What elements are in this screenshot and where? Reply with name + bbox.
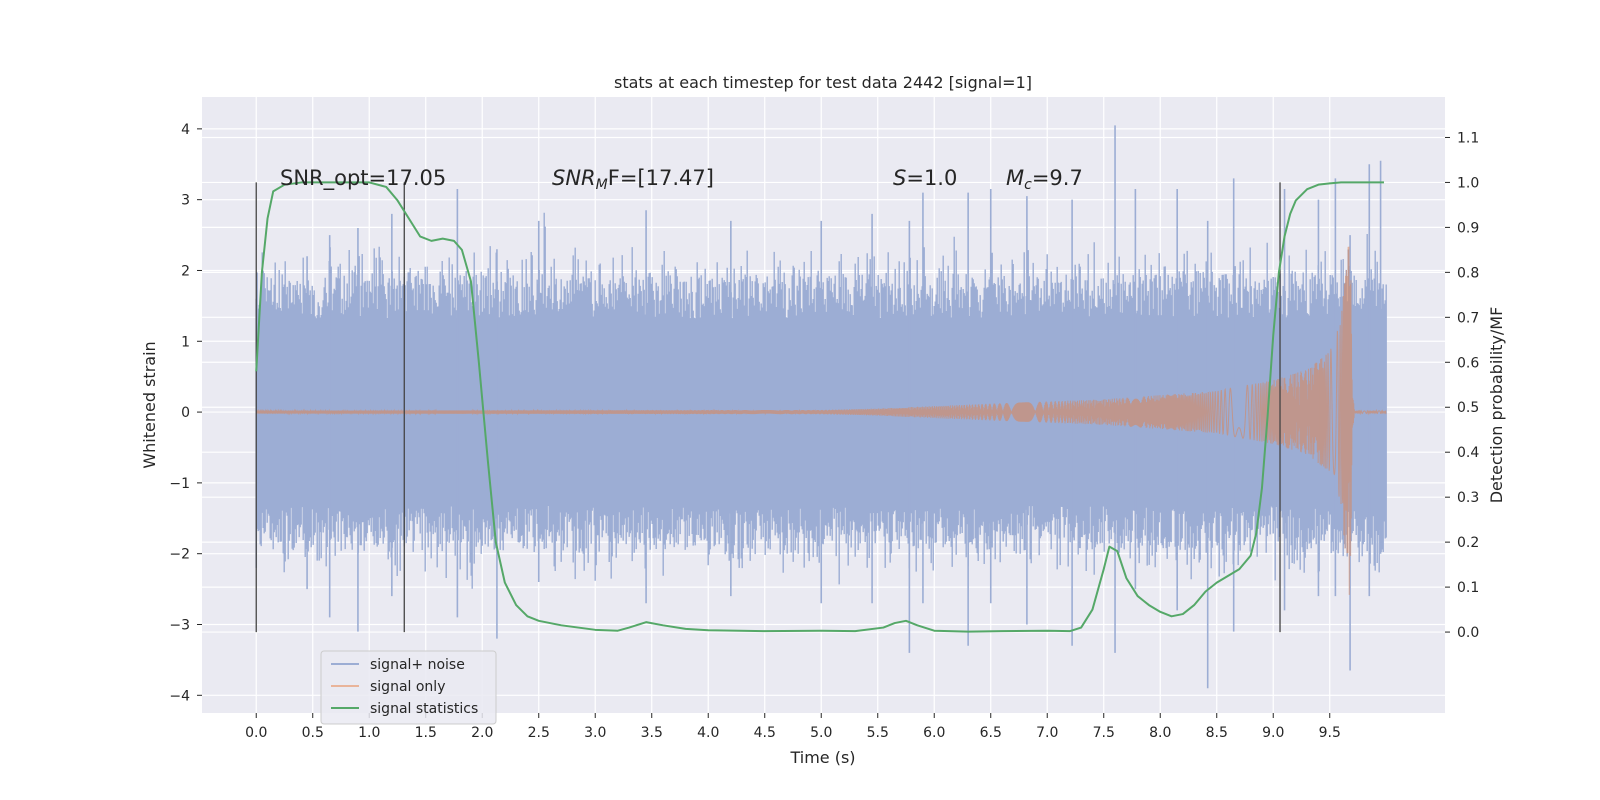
statistics-line bbox=[255, 181, 1384, 633]
y2-tick-label-0: 0.0 bbox=[1457, 625, 1479, 641]
y-tick-label-4: 0 bbox=[181, 405, 190, 421]
y2-tick-label-4: 0.4 bbox=[1457, 445, 1479, 461]
x-tick-label-9: 4.5 bbox=[754, 725, 776, 741]
y-axis-right: 0.0 0.1 0.2 0.3 0.4 0.5 0.6 0.7 0.8 0.9 1.0 1.1 bbox=[1445, 130, 1479, 641]
annotation-s: S=1.0 bbox=[893, 166, 957, 190]
chart-title: stats at each timestep for test data 244… bbox=[614, 73, 1032, 92]
y2-tick-label-5: 0.5 bbox=[1457, 400, 1479, 416]
y2-tick-label-11: 1.1 bbox=[1457, 130, 1479, 146]
y-tick-label-7: 3 bbox=[181, 193, 190, 209]
x-tick-label-3: 1.5 bbox=[415, 725, 437, 741]
vertical-lines bbox=[255, 182, 1281, 633]
s-value: =1.0 bbox=[906, 166, 957, 190]
y-axis-left: −4 −3 −2 −1 0 1 2 3 4 bbox=[169, 122, 202, 704]
y-tick-label-3: −1 bbox=[169, 476, 190, 492]
series-signal-only bbox=[255, 246, 1387, 595]
legend: signal+ noise signal only signal statist… bbox=[320, 650, 497, 725]
mc-sub: c bbox=[1024, 177, 1032, 193]
snr-mf-sub: M bbox=[596, 177, 608, 193]
x-tick-label-6: 3.0 bbox=[584, 725, 606, 741]
x-tick-label-1: 0.5 bbox=[302, 725, 324, 741]
y2-tick-label-2: 0.2 bbox=[1457, 535, 1479, 551]
mc-value: =9.7 bbox=[1032, 166, 1083, 190]
y2-tick-label-7: 0.7 bbox=[1457, 310, 1479, 326]
legend-label-signal-statistics: signal statistics bbox=[370, 701, 478, 717]
y-tick-label-1: −3 bbox=[169, 617, 190, 633]
x-tick-label-2: 1.0 bbox=[358, 725, 380, 741]
annotation-snr-mf: SNRMF=[17.47] bbox=[552, 166, 714, 193]
series-signal-statistics bbox=[255, 181, 1384, 633]
x-tick-label-8: 4.0 bbox=[697, 725, 719, 741]
x-tick-label-17: 8.5 bbox=[1206, 725, 1228, 741]
y-tick-label-0: −4 bbox=[169, 688, 190, 704]
y2-tick-label-6: 0.6 bbox=[1457, 355, 1479, 371]
y2-tick-label-8: 0.8 bbox=[1457, 265, 1479, 281]
annotation-snr-opt: SNR_opt=17.05 bbox=[280, 166, 446, 191]
legend-label-signal-only: signal only bbox=[370, 679, 445, 695]
x-tick-label-0: 0.0 bbox=[245, 725, 267, 741]
y-tick-label-8: 4 bbox=[181, 122, 190, 138]
legend-label-signal-plus-noise: signal+ noise bbox=[370, 657, 465, 673]
y2-tick-label-3: 0.3 bbox=[1457, 490, 1479, 506]
s-label: S bbox=[893, 166, 906, 190]
x-tick-label-19: 9.5 bbox=[1319, 725, 1341, 741]
x-tick-label-14: 7.0 bbox=[1036, 725, 1058, 741]
mc-base: M bbox=[1006, 166, 1024, 190]
x-tick-label-5: 2.5 bbox=[528, 725, 550, 741]
x-tick-label-10: 5.0 bbox=[810, 725, 832, 741]
y-tick-label-6: 2 bbox=[181, 263, 190, 279]
plot-series bbox=[255, 125, 1387, 689]
snr-mf-rest: F=[17.47] bbox=[608, 166, 714, 190]
y-axis-label: Whitened strain bbox=[140, 341, 159, 468]
y2-tick-label-9: 0.9 bbox=[1457, 220, 1479, 236]
signal-trace bbox=[255, 246, 1387, 595]
snr-mf-base: SNR bbox=[552, 166, 596, 190]
x-axis-label: Time (s) bbox=[789, 748, 855, 767]
y-tick-label-2: −2 bbox=[169, 547, 190, 563]
y2-tick-label-1: 0.1 bbox=[1457, 580, 1479, 596]
x-tick-label-7: 3.5 bbox=[641, 725, 663, 741]
x-tick-label-4: 2.0 bbox=[471, 725, 493, 741]
y2-axis-label: Detection probability/MF bbox=[1487, 307, 1506, 504]
legend-box bbox=[320, 650, 497, 725]
x-axis: 0.0 0.5 1.0 1.5 2.0 2.5 3.0 3.5 4.0 4.5 5.0 5.5 6.0 6… bbox=[245, 713, 1341, 741]
y2-tick-label-10: 1.0 bbox=[1457, 175, 1479, 191]
x-tick-label-15: 7.5 bbox=[1093, 725, 1115, 741]
annotation-mc: Mc=9.7 bbox=[1006, 166, 1083, 193]
x-tick-label-16: 8.0 bbox=[1149, 725, 1171, 741]
x-tick-label-11: 5.5 bbox=[867, 725, 889, 741]
x-tick-label-12: 6.0 bbox=[923, 725, 945, 741]
x-tick-label-13: 6.5 bbox=[980, 725, 1002, 741]
x-tick-label-18: 9.0 bbox=[1262, 725, 1284, 741]
y-tick-label-5: 1 bbox=[181, 334, 190, 350]
